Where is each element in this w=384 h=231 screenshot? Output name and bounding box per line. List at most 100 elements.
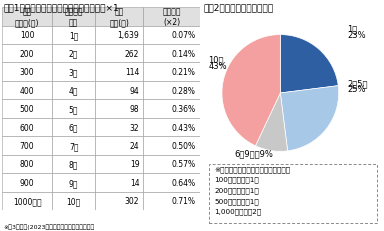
Bar	[95, 100, 143, 118]
Bar	[2, 8, 52, 27]
Bar	[52, 173, 95, 192]
Bar	[95, 63, 143, 82]
Text: 0.57%: 0.57%	[172, 160, 196, 169]
Text: 6～9口　9%: 6～9口 9%	[234, 149, 273, 158]
Bar	[52, 155, 95, 173]
Bar	[52, 100, 95, 118]
Bar	[143, 45, 200, 63]
Bar	[95, 45, 143, 63]
Text: 10口: 10口	[209, 56, 224, 64]
Bar	[2, 173, 52, 192]
Wedge shape	[280, 35, 338, 94]
Bar	[143, 27, 200, 45]
Bar	[95, 8, 143, 27]
Text: 32: 32	[130, 123, 139, 132]
Text: 100: 100	[20, 31, 35, 40]
Text: 600: 600	[20, 123, 35, 132]
Text: 94: 94	[130, 86, 139, 95]
Text: 抽選参加
口数: 抽選参加 口数	[65, 8, 83, 27]
Text: 0.50%: 0.50%	[172, 141, 196, 150]
Text: 24: 24	[130, 141, 139, 150]
Text: 300: 300	[20, 68, 35, 77]
Text: 8口: 8口	[69, 160, 78, 169]
Text: 1口: 1口	[348, 24, 358, 33]
Text: 700: 700	[20, 141, 35, 150]
Bar	[95, 27, 143, 45]
Text: 図表2　応募口数の構成割合: 図表2 応募口数の構成割合	[204, 3, 274, 12]
Text: 7口: 7口	[69, 141, 78, 150]
Bar	[95, 82, 143, 100]
Bar	[2, 63, 52, 82]
Text: 6口: 6口	[69, 123, 78, 132]
Text: ※第3回抽選(2023年上半期）における当選確率: ※第3回抽選(2023年上半期）における当選確率	[4, 223, 95, 229]
Bar	[95, 118, 143, 137]
Text: 0.21%: 0.21%	[172, 68, 196, 77]
Bar	[2, 155, 52, 173]
Bar	[95, 192, 143, 210]
Bar	[143, 155, 200, 173]
Text: 1,000株保有：2名: 1,000株保有：2名	[214, 208, 262, 214]
Text: 800: 800	[20, 160, 35, 169]
Text: 43%: 43%	[209, 61, 227, 70]
Bar	[2, 27, 52, 45]
Bar	[143, 173, 200, 192]
Text: 114: 114	[125, 68, 139, 77]
Text: 262: 262	[125, 49, 139, 58]
Text: 0.71%: 0.71%	[172, 197, 196, 206]
Bar	[2, 192, 52, 210]
Text: 500: 500	[20, 105, 35, 114]
Text: 1口: 1口	[69, 31, 78, 40]
Bar	[2, 45, 52, 63]
Wedge shape	[222, 35, 280, 146]
Wedge shape	[255, 94, 288, 152]
Text: 14: 14	[130, 178, 139, 187]
Text: 9口: 9口	[69, 178, 78, 187]
Text: 200: 200	[20, 49, 35, 58]
Text: 0.28%: 0.28%	[172, 86, 196, 95]
Text: 1,639: 1,639	[118, 31, 139, 40]
Text: 98: 98	[130, 105, 139, 114]
FancyBboxPatch shape	[209, 164, 377, 223]
Text: 0.43%: 0.43%	[172, 123, 196, 132]
Text: 302: 302	[125, 197, 139, 206]
Bar	[2, 137, 52, 155]
Text: ※第３回当選者の内訳は下記のとおり: ※第３回当選者の内訳は下記のとおり	[214, 166, 290, 173]
Text: 400: 400	[20, 86, 35, 95]
Bar	[143, 63, 200, 82]
Bar	[95, 155, 143, 173]
Text: 900: 900	[20, 178, 35, 187]
Text: 図表1　口数別の申込人数および当選確率×1: 図表1 口数別の申込人数および当選確率×1	[4, 3, 119, 12]
Bar	[143, 100, 200, 118]
Wedge shape	[280, 86, 339, 151]
Bar	[52, 82, 95, 100]
Text: 0.36%: 0.36%	[172, 105, 196, 114]
Bar	[143, 118, 200, 137]
Text: 0.14%: 0.14%	[172, 49, 196, 58]
Bar	[52, 137, 95, 155]
Bar	[52, 118, 95, 137]
Text: 200株保有　：1名: 200株保有 ：1名	[214, 186, 259, 193]
Bar	[52, 27, 95, 45]
Bar	[95, 173, 143, 192]
Text: 4口: 4口	[69, 86, 78, 95]
Bar	[95, 137, 143, 155]
Text: 保有
株式数(株): 保有 株式数(株)	[15, 8, 40, 27]
Bar	[52, 8, 95, 27]
Text: 19: 19	[130, 160, 139, 169]
Text: 5口: 5口	[69, 105, 78, 114]
Bar	[52, 45, 95, 63]
Text: 0.64%: 0.64%	[172, 178, 196, 187]
Bar	[52, 63, 95, 82]
Bar	[143, 137, 200, 155]
Text: 10口: 10口	[66, 197, 81, 206]
Text: 2口: 2口	[69, 49, 78, 58]
Bar	[52, 192, 95, 210]
Text: 25%: 25%	[348, 85, 366, 93]
Bar	[143, 8, 200, 27]
Text: 3口: 3口	[69, 68, 78, 77]
Text: 申込
人数(名): 申込 人数(名)	[109, 8, 129, 27]
Text: 0.07%: 0.07%	[172, 31, 196, 40]
Bar	[2, 82, 52, 100]
Bar	[2, 118, 52, 137]
Text: 500株保有　：1名: 500株保有 ：1名	[214, 197, 259, 204]
